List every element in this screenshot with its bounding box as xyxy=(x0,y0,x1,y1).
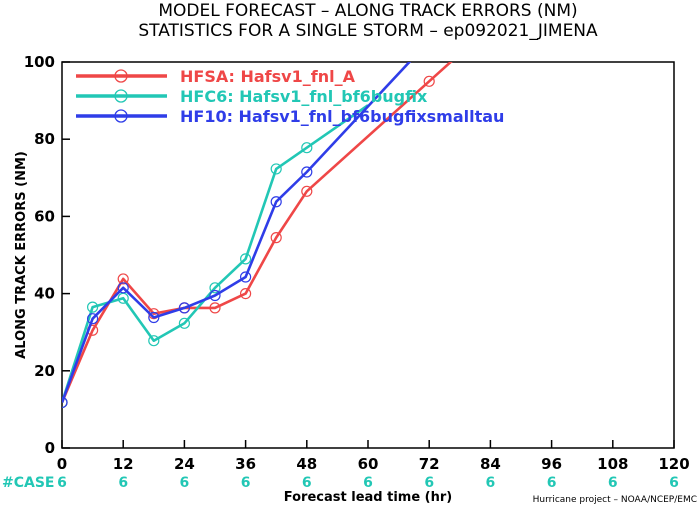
data-point xyxy=(270,232,282,244)
series-line xyxy=(62,104,369,403)
data-point xyxy=(117,282,129,294)
x-tick-label: 24 xyxy=(174,455,195,473)
data-point xyxy=(423,75,435,87)
data-point xyxy=(301,166,313,178)
data-point xyxy=(178,317,190,329)
data-point xyxy=(301,185,313,197)
data-point xyxy=(270,196,282,208)
chart-title-line-1: MODEL FORECAST – ALONG TRACK ERRORS (NM) xyxy=(158,1,577,21)
data-point xyxy=(209,282,221,294)
case-count: 6 xyxy=(608,475,618,491)
x-axis-ticks: 0 12 24 36 48 60 72 84 96 108 120 xyxy=(57,440,690,473)
case-count-row: #CASE 6 6 6 6 6 6 6 6 6 6 6 xyxy=(2,475,679,491)
x-tick-label: 108 xyxy=(597,455,628,473)
case-count: 6 xyxy=(241,475,251,491)
y-tick-label: 40 xyxy=(34,285,55,303)
data-point xyxy=(148,311,160,324)
case-count: 6 xyxy=(486,475,496,491)
legend-label: HFSA: Hafsv1_fnl_A xyxy=(180,67,356,86)
data-point xyxy=(240,253,252,265)
case-count: 6 xyxy=(302,475,312,491)
case-count: 6 xyxy=(363,475,373,491)
legend-label: HFC6: Hafsv1_fnl_bf6bugfix xyxy=(180,87,428,106)
x-axis-label: Forecast lead time (hr) xyxy=(284,490,452,505)
legend-swatch-marker xyxy=(114,69,128,83)
chart-titles: MODEL FORECAST – ALONG TRACK ERRORS (NM)… xyxy=(138,1,598,41)
case-count: 6 xyxy=(424,475,434,491)
y-tick-label: 100 xyxy=(24,53,55,71)
data-point xyxy=(209,302,221,314)
case-count: 6 xyxy=(118,475,128,491)
data-point xyxy=(270,163,282,175)
legend-swatch-marker xyxy=(114,109,128,123)
case-count: 6 xyxy=(547,475,557,491)
series-line xyxy=(62,62,453,404)
series-0 xyxy=(62,62,453,409)
data-point xyxy=(86,313,99,325)
series-line xyxy=(62,62,412,403)
data-point xyxy=(62,396,68,409)
data-point xyxy=(178,302,190,314)
series-2 xyxy=(62,62,412,409)
x-tick-label: 48 xyxy=(296,455,317,473)
data-point xyxy=(86,301,99,313)
case-count: 6 xyxy=(180,475,190,491)
data-point xyxy=(240,271,252,283)
y-tick-label: 60 xyxy=(34,207,55,225)
case-row-label: #CASE xyxy=(2,475,55,491)
case-count: 6 xyxy=(57,475,67,491)
y-tick-label: 0 xyxy=(45,439,55,457)
data-point xyxy=(209,289,221,302)
x-tick-label: 12 xyxy=(113,455,134,473)
x-tick-label: 60 xyxy=(358,455,379,473)
x-tick-label: 36 xyxy=(235,455,256,473)
x-tick-label: 0 xyxy=(57,455,67,473)
y-axis-ticks: 0 20 40 60 80 100 xyxy=(24,53,70,457)
series-1 xyxy=(62,104,369,409)
y-tick-label: 80 xyxy=(34,130,55,148)
x-tick-label: 96 xyxy=(541,455,562,473)
data-point xyxy=(240,288,252,300)
series-layer xyxy=(62,62,453,409)
data-point xyxy=(148,335,160,347)
data-point xyxy=(117,273,129,285)
credit-text: Hurricane project – NOAA/NCEP/EMC xyxy=(533,495,697,505)
x-tick-label: 84 xyxy=(480,455,501,473)
y-tick-label: 20 xyxy=(34,362,55,380)
legend-swatch-marker xyxy=(114,89,128,103)
x-tick-label: 72 xyxy=(419,455,440,473)
chart-title-line-2: STATISTICS FOR A SINGLE STORM – ep092021… xyxy=(138,21,598,41)
x-tick-label: 120 xyxy=(658,455,689,473)
legend-label: HF10: Hafsv1_fnl_bf6bugfixsmalltau xyxy=(180,107,504,126)
case-count: 6 xyxy=(669,475,679,491)
y-axis-label: ALONG TRACK ERRORS (NM) xyxy=(14,151,29,359)
data-point xyxy=(301,142,313,154)
